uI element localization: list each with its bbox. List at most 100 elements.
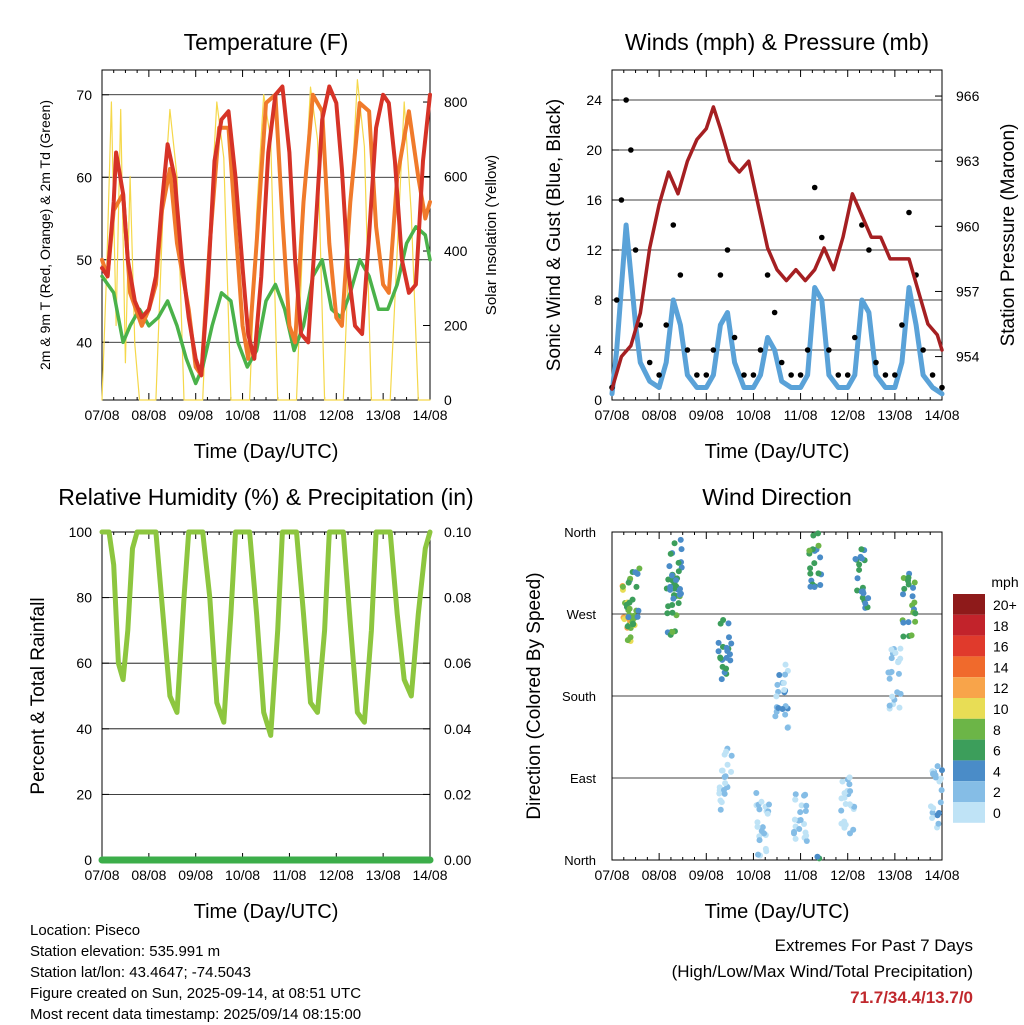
direction-point [817,582,824,589]
direction-point [781,686,788,693]
y-tick-label: 4 [594,342,602,358]
series-line-9m-t [100,92,432,378]
direction-point [838,795,845,802]
gust-point [757,347,764,353]
x-tick-label: 13/08 [366,867,401,883]
y-tick-label: North [564,525,596,540]
x-axis-label: Time (Day/UTC) [194,441,339,463]
panel-title: Temperature (F) [184,29,349,55]
direction-point [677,536,684,543]
x-tick-label: 09/08 [178,867,213,883]
direction-point [773,693,780,700]
legend-swatch [953,594,985,615]
direction-point [666,563,673,570]
direction-point [675,568,682,575]
y2-tick-label: 0.06 [444,655,471,671]
gust-point [920,347,926,353]
direction-point [937,799,944,806]
gust-point [771,309,778,316]
gust-point [694,372,700,378]
direction-point [892,649,899,656]
x-tick-label: 13/08 [877,407,912,423]
direction-point [728,752,735,759]
direction-point [900,633,907,640]
direction-point [888,655,895,662]
direction-point [846,801,853,808]
y2-tick-label: 200 [444,318,468,334]
direction-point [764,810,771,817]
gust-point [818,234,825,241]
legend-label: 18 [993,618,1009,634]
latlon-text: Station lat/lon: 43.4647; -74.5043 [30,964,252,981]
direction-point [720,616,727,623]
y-tick-label: 12 [586,242,602,258]
direction-point [900,619,907,626]
x-tick-label: 07/08 [594,867,629,883]
direction-point [886,675,893,682]
y-tick-label: 20 [586,142,602,158]
gust-point [826,347,832,353]
x-tick-label: 13/08 [877,867,912,883]
gust-point [710,347,717,353]
series-line-2m-td [100,225,432,386]
direction-point [754,823,761,830]
created-text: Figure created on Sun, 2025-09-14, at 08… [30,985,362,1002]
extremes-values: 71.7/34.4/13.7/0 [850,988,973,1007]
direction-point [669,628,676,635]
direction-point [888,646,895,653]
direction-point [934,812,941,819]
x-tick-label: 08/08 [642,407,677,423]
direction-point [811,560,818,567]
direction-point [728,768,735,775]
direction-point [664,610,671,617]
y-axis-label: Percent & Total Rainfall [28,597,49,794]
direction-point [669,609,676,616]
gust-point [741,372,747,378]
direction-point [727,657,734,664]
direction-point [721,790,728,797]
gust-point [851,334,858,341]
direction-point [756,806,763,813]
direction-point [634,613,641,620]
direction-point [856,561,863,568]
x-tick-label: 10/08 [736,867,771,883]
gust-point [677,272,684,278]
legend-label: 4 [993,763,1001,779]
direction-point [619,583,626,590]
y-tick-label: 40 [76,334,92,350]
y2-axis-label: Solar Insolation (Yellow) [483,155,500,315]
direction-point [779,706,786,713]
direction-point [798,802,805,809]
direction-point [775,688,782,695]
direction-point [838,807,845,814]
direction-point [846,774,853,781]
direction-point [792,835,799,842]
direction-point [667,583,674,590]
legend-label: 14 [993,659,1009,675]
direction-point [803,832,810,839]
direction-point [723,665,730,672]
direction-point [807,570,814,577]
direction-point [624,637,631,644]
y-tick-label: West [567,607,597,622]
direction-point [901,585,908,592]
elevation-text: Station elevation: 535.991 m [30,943,221,960]
location-text: Location: Piseco [30,922,141,939]
direction-point [791,828,798,835]
y2-tick-label: 0.00 [444,852,471,868]
direction-point [815,530,822,537]
direction-point [857,553,864,560]
direction-point [889,693,896,700]
direction-point [784,724,791,731]
direction-point [905,581,912,588]
legend-swatch [953,635,985,657]
gust-point [811,184,818,191]
x-tick-label: 13/08 [366,407,401,423]
direction-point [938,767,945,774]
legend-label: 10 [993,701,1009,717]
direction-point [814,853,821,860]
direction-point [675,600,682,607]
series-line-station-pressure [610,105,944,391]
direction-point [717,797,724,804]
direction-point [766,801,773,808]
